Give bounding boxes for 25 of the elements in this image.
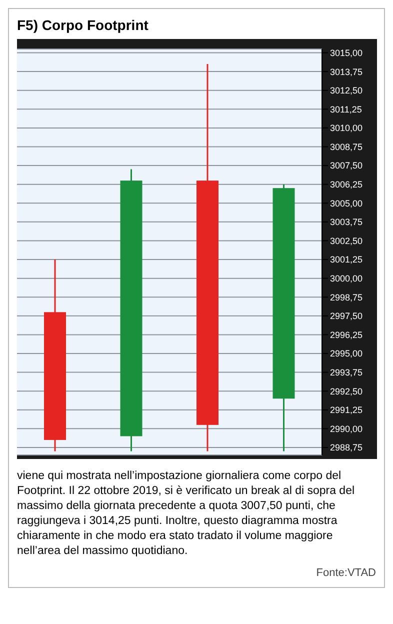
y-tick-label: 3001,25	[330, 254, 363, 265]
source-note: Fonte:VTAD	[315, 566, 376, 579]
y-tick-label: 3012,50	[330, 86, 363, 96]
y-tick-label: 3003,75	[330, 217, 363, 228]
y-tick-label: 3006,25	[330, 180, 363, 190]
y-tick-label: 2997,50	[330, 311, 363, 322]
text: viene qui mostrata nell’impostazione giornaliera come corpo del Footprint. Il 22 ottobre 2019, si è verificato un break al di sopra del massimo della giornata precedente a quota 3007,50 punti, che raggiungeva i 3014,25 punti. Inoltre, questo diagramma mostra chiaramente in che modo era stato tradato il volume maggiore nell’area del massimo quotidiano.	[17, 469, 356, 559]
y-tick-label: 2993,75	[330, 367, 363, 378]
y-tick-label: 2988,75	[330, 442, 363, 453]
y-tick-label: 3008,75	[330, 142, 363, 152]
y-tick-label: 3002,50	[330, 236, 363, 246]
y-tick-label: 3013,75	[330, 66, 363, 77]
chart-title: F5) Corpo Footprint	[17, 17, 150, 33]
y-tick-label: 2996,25	[330, 330, 363, 340]
y-tick-label: 2998,75	[330, 292, 363, 302]
y-tick-label: 3010,00	[330, 123, 363, 134]
y-tick-label: 2992,50	[330, 386, 363, 396]
y-tick-label: 2990,00	[330, 424, 363, 434]
y-tick-label: 3011,25	[330, 104, 362, 114]
y-tick-label: 2995,00	[330, 348, 363, 359]
y-tick-label: 3007,50	[330, 160, 363, 171]
y-tick-label: 3015,00	[330, 48, 363, 58]
y-tick-label: 2991,25	[330, 405, 363, 416]
y-tick-label: 3005,00	[330, 198, 363, 208]
y-tick-label: 3000,00	[330, 274, 363, 284]
